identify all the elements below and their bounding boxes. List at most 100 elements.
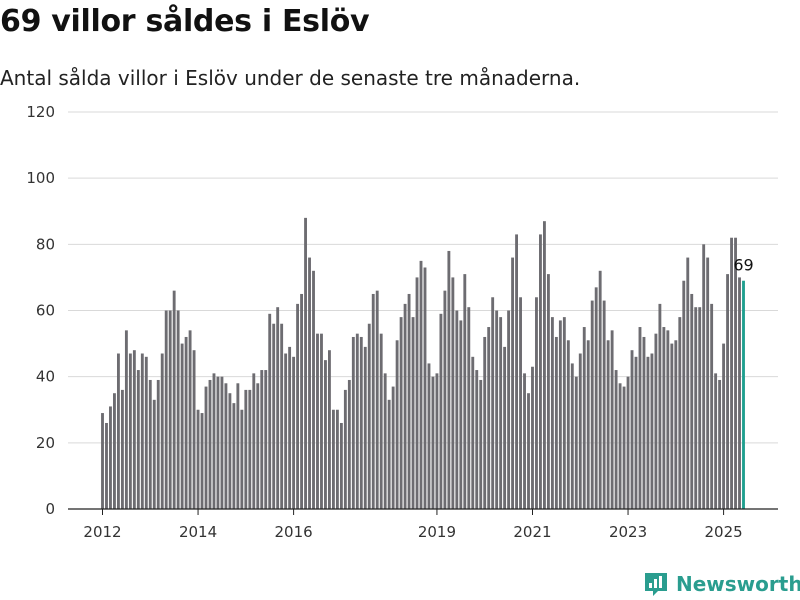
bar <box>463 274 467 509</box>
bar <box>574 376 578 509</box>
bar <box>435 373 439 509</box>
bar <box>479 379 483 509</box>
bar <box>180 343 184 509</box>
bar <box>419 260 423 509</box>
bar <box>172 290 176 509</box>
bar <box>531 366 534 509</box>
bar <box>718 379 722 509</box>
y-tick-label: 80 <box>36 235 55 253</box>
bar <box>519 297 522 509</box>
bar <box>116 353 120 509</box>
brand-logo: Newsworthy <box>643 569 800 599</box>
bar <box>515 234 518 510</box>
bar <box>367 323 371 509</box>
bar <box>706 257 710 509</box>
bar <box>582 327 586 509</box>
bar <box>483 336 487 509</box>
bar <box>471 356 475 509</box>
bar <box>451 277 455 509</box>
bar <box>499 317 503 509</box>
bar <box>347 379 351 509</box>
bar <box>292 356 296 509</box>
bar <box>113 393 116 509</box>
chart-bars <box>101 217 745 510</box>
bar <box>200 413 204 509</box>
bar <box>622 386 626 509</box>
bar <box>268 313 272 509</box>
bar <box>140 353 144 509</box>
bar <box>423 267 427 509</box>
bar <box>244 389 248 509</box>
bar <box>331 409 335 509</box>
bar <box>598 270 602 509</box>
bar <box>523 373 526 509</box>
y-tick-label: 120 <box>26 103 55 121</box>
bar <box>439 313 443 509</box>
bar <box>375 290 379 509</box>
bar <box>260 370 264 509</box>
bar <box>308 257 311 509</box>
x-tick-label: 2025 <box>704 523 742 541</box>
bar <box>650 353 654 509</box>
bar <box>168 310 172 509</box>
bar <box>176 310 180 509</box>
bar <box>503 346 507 509</box>
bar <box>678 317 682 509</box>
bar <box>387 399 391 509</box>
bar <box>355 333 359 509</box>
bar <box>339 422 343 509</box>
bar <box>670 343 674 509</box>
bar <box>109 406 112 509</box>
bar <box>475 370 479 509</box>
bar <box>152 399 156 509</box>
bar <box>136 370 140 509</box>
bar <box>459 320 463 509</box>
bar <box>328 350 331 509</box>
bar <box>730 237 733 509</box>
bar <box>634 356 638 509</box>
bar <box>359 336 363 509</box>
bar <box>467 307 471 509</box>
bar <box>383 373 387 509</box>
bar <box>578 353 582 509</box>
bar <box>654 333 658 509</box>
bar <box>240 409 244 509</box>
bar <box>312 270 315 509</box>
y-axis-tick-labels: 0 20 40 60 80 100 120 <box>26 103 55 518</box>
bar <box>638 327 642 509</box>
bar <box>184 336 188 509</box>
chart-annotations: 69 <box>733 256 753 275</box>
chart-title: 69 villor såldes i Eslöv <box>0 4 370 39</box>
bar <box>156 379 160 509</box>
bar-chart: 0 20 40 60 80 100 120 2012 2014 2016 2019 2021 2023… <box>26 103 778 541</box>
latest-value-label: 69 <box>733 256 753 275</box>
bar <box>550 317 554 509</box>
bar <box>248 389 252 509</box>
bar <box>658 303 662 509</box>
bar <box>738 277 741 509</box>
bar <box>702 244 706 510</box>
bar <box>590 300 594 509</box>
y-tick-label: 0 <box>45 500 55 518</box>
bar <box>224 383 228 509</box>
bar <box>216 376 220 509</box>
bar <box>686 257 690 509</box>
x-tick-label: 2023 <box>609 523 647 541</box>
bar <box>284 353 288 509</box>
bar <box>399 317 403 509</box>
bar <box>304 217 307 509</box>
bar <box>535 297 538 509</box>
bar <box>455 310 459 509</box>
bar <box>280 323 284 509</box>
bar <box>710 303 714 509</box>
y-tick-label: 20 <box>36 434 55 452</box>
x-axis: 2012 2014 2016 2019 2021 2023 2025 <box>68 508 778 541</box>
bar <box>320 333 323 509</box>
bar <box>264 370 268 509</box>
bar <box>407 293 411 509</box>
bar <box>610 330 614 509</box>
bar <box>379 333 383 509</box>
bar <box>527 393 530 509</box>
bar <box>208 379 212 509</box>
bar <box>443 290 447 509</box>
